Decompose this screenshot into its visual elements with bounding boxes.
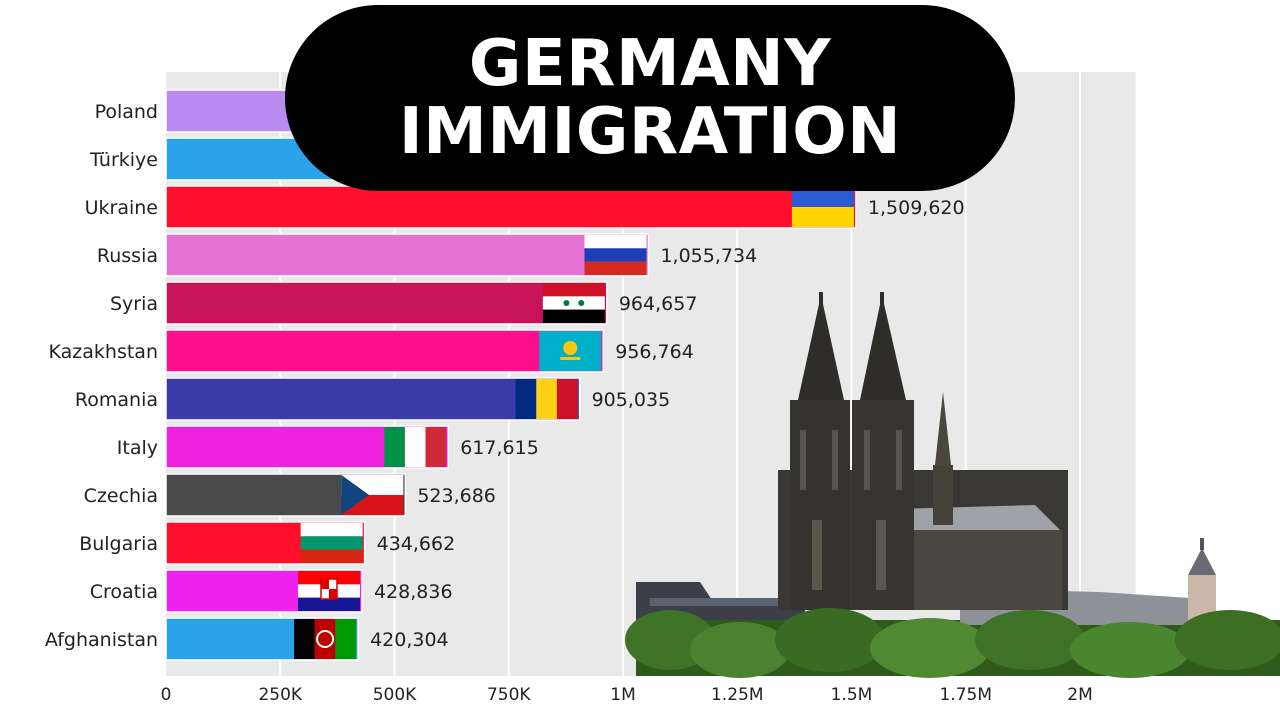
category-label-russia: Russia xyxy=(97,245,158,267)
bar-kazakhstan xyxy=(165,329,604,373)
value-label-croatia: 428,836 xyxy=(374,581,453,603)
category-label-kazakhstan: Kazakhstan xyxy=(49,341,158,363)
bar-ukraine xyxy=(165,185,857,229)
category-label-türkiye: Türkiye xyxy=(89,149,158,171)
x-tick-label-0: 0 xyxy=(161,685,172,705)
afghanistan-flag-icon xyxy=(294,619,357,659)
category-label-romania: Romania xyxy=(75,389,158,411)
x-tick-label-2: 500K xyxy=(373,685,417,705)
kazakhstan-flag-icon xyxy=(539,331,602,371)
category-label-ukraine: Ukraine xyxy=(85,197,158,219)
category-label-afghanistan: Afghanistan xyxy=(45,629,158,651)
category-label-croatia: Croatia xyxy=(90,581,158,603)
x-tick-label-6: 1.5M xyxy=(831,685,873,705)
value-label-czechia: 523,686 xyxy=(417,485,496,507)
ukraine-flag-icon xyxy=(791,187,854,227)
category-label-syria: Syria xyxy=(110,293,158,315)
x-tick-label-7: 1.75M xyxy=(939,685,992,705)
x-tick-label-1: 250K xyxy=(258,685,302,705)
category-label-czechia: Czechia xyxy=(84,485,158,507)
value-label-bulgaria: 434,662 xyxy=(377,533,456,555)
category-label-poland: Poland xyxy=(95,101,158,123)
x-tick-label-3: 750K xyxy=(487,685,531,705)
bar-syria xyxy=(165,281,608,325)
title-line-1: GERMANY xyxy=(468,27,832,101)
x-tick-label-4: 1M xyxy=(610,685,635,705)
russia-flag-icon xyxy=(584,235,647,275)
value-label-ukraine: 1,509,620 xyxy=(868,197,965,219)
bar-russia xyxy=(165,233,650,277)
category-label-italy: Italy xyxy=(117,437,158,459)
x-tick-label-5: 1.25M xyxy=(711,685,764,705)
croatia-flag-icon xyxy=(297,571,360,611)
czechia-flag-icon xyxy=(341,475,404,515)
title-line-2: IMMIGRATION xyxy=(398,95,902,169)
x-tick-label-8: 2M xyxy=(1067,685,1092,705)
value-label-italy: 617,615 xyxy=(460,437,539,459)
bar-romania xyxy=(165,377,581,421)
category-label-bulgaria: Bulgaria xyxy=(79,533,158,555)
value-label-kazakhstan: 956,764 xyxy=(615,341,694,363)
romania-flag-icon xyxy=(515,379,578,419)
value-label-romania: 905,035 xyxy=(592,389,671,411)
syria-flag-icon xyxy=(542,283,605,323)
title-banner: GERMANY IMMIGRATION xyxy=(285,5,1015,191)
value-label-syria: 964,657 xyxy=(619,293,698,315)
bulgaria-flag-icon xyxy=(300,523,363,563)
value-label-russia: 1,055,734 xyxy=(660,245,757,267)
value-label-afghanistan: 420,304 xyxy=(370,629,449,651)
cologne-cathedral-photo xyxy=(625,292,1280,678)
italy-flag-icon xyxy=(384,427,447,467)
